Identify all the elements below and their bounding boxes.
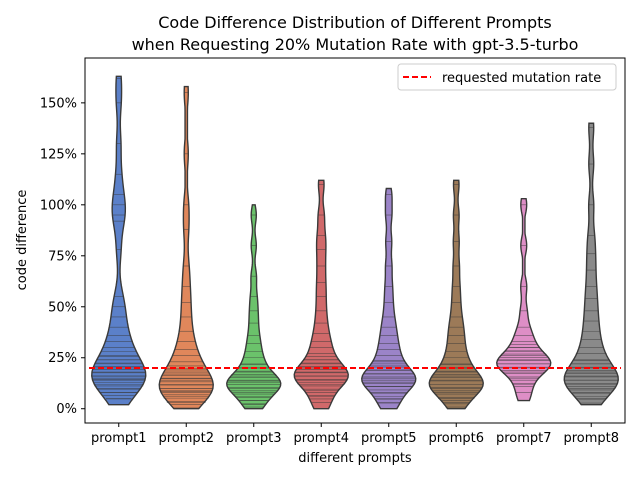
- legend: requested mutation rate: [397, 63, 617, 91]
- violin-body: [91, 75, 147, 406]
- violin-body: [293, 179, 349, 410]
- violin-prompt8: [563, 122, 619, 406]
- violin-body: [158, 85, 214, 410]
- y-tick-label: 50%: [48, 300, 77, 315]
- y-tick-label: 0%: [56, 402, 77, 417]
- y-tick-label: 25%: [48, 351, 77, 366]
- legend-box: [397, 63, 617, 91]
- x-tick-label: prompt3: [226, 431, 282, 446]
- y-axis-title: code difference: [15, 190, 30, 291]
- x-axis-title: different prompts: [298, 451, 412, 466]
- legend-label: requested mutation rate: [442, 71, 601, 86]
- x-tick-label: prompt8: [563, 431, 619, 446]
- y-tick-label: 125%: [40, 147, 77, 162]
- violin-layer: [91, 75, 619, 410]
- violin-body: [428, 179, 484, 410]
- y-axis: 0% 25% 50% 75% 100% 125% 150%: [40, 96, 85, 417]
- x-tick-label: prompt5: [361, 431, 417, 446]
- violin-prompt3: [226, 204, 282, 410]
- chart-title-line2: when Requesting 20% Mutation Rate with g…: [132, 35, 579, 54]
- violin-prompt4: [293, 179, 349, 410]
- x-axis: prompt1 prompt2 prompt3 prompt4 prompt5 promp…: [91, 423, 619, 446]
- plot-frame: [84, 57, 626, 424]
- y-tick-label: 100%: [40, 198, 77, 213]
- y-tick-label: 75%: [48, 249, 77, 264]
- violin-body: [496, 198, 552, 402]
- violin-body: [361, 187, 417, 410]
- chart-title-line1: Code Difference Distribution of Differen…: [158, 13, 552, 32]
- x-tick-label: prompt7: [496, 431, 552, 446]
- violin-body: [563, 122, 619, 406]
- x-tick-label: prompt1: [91, 431, 147, 446]
- y-tick-label: 150%: [40, 96, 77, 111]
- violin-body: [226, 204, 282, 410]
- x-tick-label: prompt2: [158, 431, 214, 446]
- x-tick-label: prompt6: [428, 431, 484, 446]
- x-tick-label: prompt4: [293, 431, 349, 446]
- violin-prompt5: [361, 187, 417, 410]
- violin-prompt7: [496, 198, 552, 402]
